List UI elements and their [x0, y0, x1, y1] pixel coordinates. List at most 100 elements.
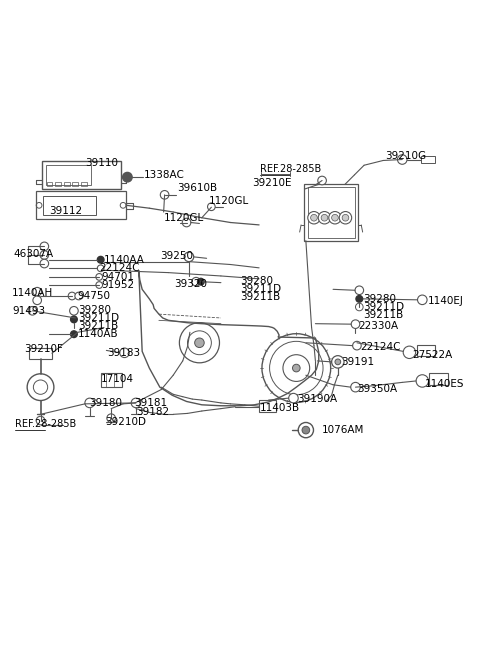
Bar: [46, 165, 91, 185]
Circle shape: [355, 286, 364, 295]
Circle shape: [342, 214, 349, 221]
Circle shape: [353, 341, 361, 350]
Text: 39211B: 39211B: [78, 321, 118, 331]
Circle shape: [270, 341, 323, 395]
Text: 39183: 39183: [108, 348, 141, 358]
Circle shape: [68, 292, 76, 300]
Circle shape: [416, 375, 429, 387]
Text: 39280: 39280: [78, 305, 111, 315]
Text: 39180: 39180: [89, 398, 122, 408]
Text: 1140AH: 1140AH: [12, 288, 53, 298]
Text: 27522A: 27522A: [412, 350, 452, 360]
Text: 39250: 39250: [160, 251, 193, 261]
Circle shape: [195, 338, 204, 348]
Circle shape: [332, 214, 338, 221]
Circle shape: [329, 212, 341, 224]
Circle shape: [302, 426, 310, 434]
Text: 39190A: 39190A: [297, 394, 337, 404]
Bar: [55, 182, 61, 186]
Circle shape: [40, 259, 48, 268]
Text: 94750: 94750: [78, 291, 111, 301]
Bar: [72, 182, 78, 186]
Bar: [36, 191, 126, 219]
Circle shape: [96, 282, 103, 288]
Bar: [304, 184, 358, 240]
Text: 39280: 39280: [363, 294, 396, 304]
Text: 39110: 39110: [85, 158, 118, 168]
Circle shape: [292, 364, 300, 372]
Bar: [430, 373, 447, 384]
Circle shape: [97, 256, 104, 263]
Text: 39210E: 39210E: [252, 178, 291, 189]
Text: 39210G: 39210G: [385, 151, 427, 160]
Circle shape: [34, 380, 48, 394]
Circle shape: [188, 331, 211, 355]
Text: 1140AB: 1140AB: [78, 329, 119, 339]
Text: 39211B: 39211B: [363, 310, 403, 320]
Text: 1120GL: 1120GL: [164, 213, 204, 223]
Circle shape: [351, 383, 360, 392]
Bar: [42, 161, 120, 189]
Circle shape: [198, 278, 204, 285]
Bar: [43, 196, 96, 215]
Text: 22330A: 22330A: [359, 320, 398, 331]
Circle shape: [288, 394, 298, 403]
Text: 22124C: 22124C: [360, 342, 401, 352]
Text: 1338AC: 1338AC: [144, 170, 184, 179]
Circle shape: [308, 212, 320, 224]
Text: 1140ES: 1140ES: [425, 379, 465, 389]
Bar: [259, 400, 276, 413]
Text: 94701: 94701: [102, 272, 134, 282]
Bar: [308, 187, 355, 238]
Circle shape: [40, 242, 48, 251]
Text: 39210D: 39210D: [106, 417, 146, 427]
Text: 39350A: 39350A: [357, 384, 397, 394]
Circle shape: [318, 176, 326, 185]
Text: 1140EJ: 1140EJ: [428, 296, 463, 307]
Bar: [101, 373, 122, 387]
Circle shape: [33, 296, 41, 305]
Text: 39320: 39320: [174, 278, 207, 289]
Circle shape: [180, 323, 219, 363]
Circle shape: [298, 422, 313, 438]
Circle shape: [356, 303, 363, 310]
Circle shape: [356, 295, 363, 302]
Text: 39211D: 39211D: [78, 313, 119, 323]
Text: REF.28-285B: REF.28-285B: [15, 419, 76, 429]
Text: 1120GL: 1120GL: [209, 196, 249, 206]
Circle shape: [311, 214, 317, 221]
Text: 22124C: 22124C: [99, 263, 140, 273]
Circle shape: [321, 214, 328, 221]
Circle shape: [120, 348, 129, 358]
Circle shape: [27, 374, 54, 400]
Text: 91952: 91952: [102, 280, 135, 290]
Text: 91493: 91493: [12, 306, 45, 316]
Circle shape: [71, 316, 77, 323]
Circle shape: [36, 417, 45, 425]
Circle shape: [332, 356, 344, 368]
Circle shape: [33, 288, 41, 296]
Bar: [421, 156, 435, 163]
Text: 39191: 39191: [341, 358, 374, 367]
Text: 39182: 39182: [136, 407, 169, 417]
Circle shape: [28, 307, 36, 315]
Text: 46307A: 46307A: [13, 248, 53, 259]
Circle shape: [70, 307, 78, 315]
Circle shape: [96, 274, 103, 280]
Text: 39112: 39112: [49, 206, 82, 215]
Circle shape: [122, 172, 132, 182]
Text: 39610B: 39610B: [177, 183, 217, 193]
Bar: [417, 345, 435, 356]
Text: 1076AM: 1076AM: [322, 425, 364, 435]
Circle shape: [418, 295, 427, 305]
Bar: [64, 182, 70, 186]
Bar: [81, 182, 87, 186]
Text: 39211D: 39211D: [363, 302, 404, 312]
Circle shape: [318, 212, 331, 224]
Circle shape: [335, 359, 341, 365]
Text: 39280: 39280: [240, 276, 273, 286]
Text: 17104: 17104: [101, 374, 133, 384]
Circle shape: [339, 212, 352, 224]
Circle shape: [262, 333, 331, 402]
Circle shape: [397, 155, 407, 164]
